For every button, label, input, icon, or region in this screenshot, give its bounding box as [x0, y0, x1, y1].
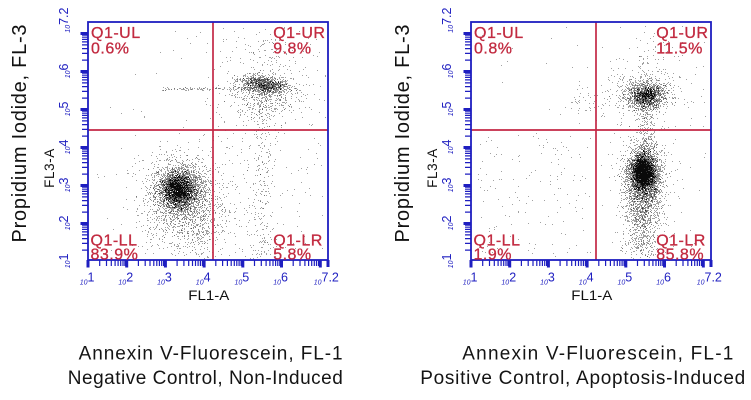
svg-text:10: 10: [540, 279, 548, 286]
svg-text:6: 6: [664, 271, 671, 285]
svg-text:10: 10: [656, 279, 664, 286]
svg-text:FL3-A: FL3-A: [425, 148, 440, 188]
svg-text:3: 3: [440, 178, 454, 185]
svg-text:0.8%: 0.8%: [474, 41, 512, 58]
svg-text:10: 10: [448, 184, 455, 192]
svg-text:4: 4: [57, 140, 71, 147]
svg-text:10: 10: [314, 279, 322, 286]
svg-text:7.2: 7.2: [57, 7, 71, 24]
svg-text:0.6%: 0.6%: [91, 41, 129, 58]
svg-text:7.2: 7.2: [440, 7, 454, 24]
svg-text:10: 10: [618, 279, 626, 286]
svg-text:Annexin V-Fluorescein, FL-1: Annexin V-Fluorescein, FL-1: [462, 344, 733, 365]
svg-text:10: 10: [697, 279, 705, 286]
svg-text:FL3-A: FL3-A: [42, 148, 57, 188]
svg-text:10: 10: [501, 279, 509, 286]
svg-text:6: 6: [440, 64, 454, 71]
svg-text:Positive Control, Apoptosis-In: Positive Control, Apoptosis-Induced: [420, 368, 745, 389]
svg-text:FL1-A: FL1-A: [571, 287, 613, 303]
svg-text:10: 10: [65, 222, 72, 230]
svg-text:1: 1: [471, 271, 478, 285]
svg-text:2: 2: [509, 271, 516, 285]
svg-text:5: 5: [625, 271, 632, 285]
svg-text:10: 10: [65, 146, 72, 154]
svg-text:10: 10: [65, 25, 72, 33]
svg-text:1: 1: [57, 254, 71, 261]
svg-text:10: 10: [65, 70, 72, 78]
svg-text:Q1-UR: Q1-UR: [656, 25, 708, 42]
svg-text:10: 10: [579, 279, 587, 286]
svg-text:3: 3: [165, 271, 172, 285]
svg-text:Q1-UL: Q1-UL: [474, 25, 524, 42]
svg-text:Q1-UR: Q1-UR: [273, 25, 325, 42]
svg-text:1: 1: [440, 254, 454, 261]
svg-text:5: 5: [440, 102, 454, 109]
svg-text:9.8%: 9.8%: [273, 41, 311, 58]
svg-text:Propidium Iodide, FL-3: Propidium Iodide, FL-3: [392, 25, 414, 243]
svg-text:85.8%: 85.8%: [656, 247, 704, 264]
svg-text:10: 10: [65, 108, 72, 116]
svg-text:2: 2: [126, 271, 133, 285]
svg-text:10: 10: [65, 184, 72, 192]
svg-text:7.2: 7.2: [322, 271, 339, 285]
svg-text:10: 10: [448, 146, 455, 154]
svg-text:FL1-A: FL1-A: [188, 287, 230, 303]
svg-text:Q1-LR: Q1-LR: [656, 233, 706, 250]
svg-text:6: 6: [281, 271, 288, 285]
svg-text:10: 10: [157, 279, 165, 286]
svg-text:83.9%: 83.9%: [91, 247, 139, 264]
svg-text:1.9%: 1.9%: [474, 247, 512, 264]
svg-text:10: 10: [273, 279, 281, 286]
svg-text:3: 3: [548, 271, 555, 285]
svg-text:10: 10: [463, 279, 471, 286]
svg-text:10: 10: [448, 70, 455, 78]
svg-text:10: 10: [448, 260, 455, 268]
svg-text:10: 10: [65, 260, 72, 268]
svg-text:1: 1: [88, 271, 95, 285]
svg-text:Annexin V-Fluorescein, FL-1: Annexin V-Fluorescein, FL-1: [79, 344, 343, 365]
svg-text:2: 2: [57, 216, 71, 223]
svg-text:7.2: 7.2: [705, 271, 722, 285]
svg-text:10: 10: [448, 108, 455, 116]
svg-text:Q1-LL: Q1-LL: [474, 233, 521, 250]
svg-text:Q1-LL: Q1-LL: [91, 233, 138, 250]
svg-text:5: 5: [57, 102, 71, 109]
svg-text:3: 3: [57, 178, 71, 185]
svg-text:4: 4: [440, 140, 454, 147]
svg-text:10: 10: [80, 279, 88, 286]
svg-text:6: 6: [57, 64, 71, 71]
svg-text:Q1-UL: Q1-UL: [91, 25, 141, 42]
svg-text:5.8%: 5.8%: [273, 247, 311, 264]
svg-text:10: 10: [235, 279, 243, 286]
svg-text:Q1-LR: Q1-LR: [273, 233, 323, 250]
svg-text:11.5%: 11.5%: [656, 41, 703, 58]
svg-text:2: 2: [440, 216, 454, 223]
svg-text:Propidium Iodide, FL-3: Propidium Iodide, FL-3: [9, 25, 31, 243]
svg-text:5: 5: [242, 271, 249, 285]
svg-text:4: 4: [204, 271, 211, 285]
svg-text:10: 10: [196, 279, 204, 286]
svg-text:10: 10: [118, 279, 126, 286]
svg-text:10: 10: [448, 222, 455, 230]
svg-text:Negative Control, Non-Induced: Negative Control, Non-Induced: [68, 368, 343, 389]
svg-text:10: 10: [448, 25, 455, 33]
svg-text:4: 4: [587, 271, 594, 285]
